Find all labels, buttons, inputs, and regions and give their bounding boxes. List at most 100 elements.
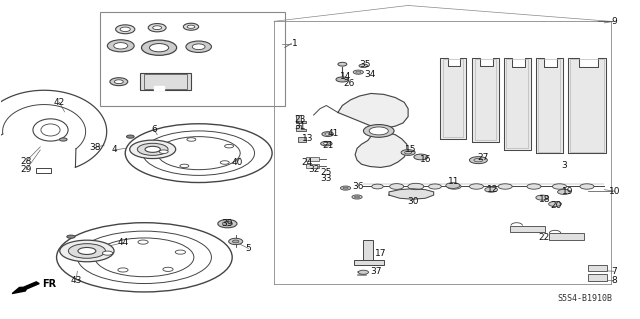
Ellipse shape — [228, 238, 243, 245]
Polygon shape — [504, 58, 531, 150]
Text: 39: 39 — [221, 219, 233, 228]
Ellipse shape — [115, 80, 124, 84]
Ellipse shape — [110, 78, 128, 86]
Ellipse shape — [340, 186, 351, 190]
Ellipse shape — [187, 138, 196, 141]
Text: 12: 12 — [487, 185, 498, 194]
Bar — [474, 59, 496, 140]
Ellipse shape — [127, 135, 134, 138]
Text: 41: 41 — [327, 129, 339, 138]
Ellipse shape — [222, 221, 232, 226]
Ellipse shape — [186, 41, 211, 52]
Bar — [144, 74, 187, 89]
Text: 40: 40 — [231, 158, 243, 167]
Ellipse shape — [78, 248, 96, 255]
Text: 14: 14 — [340, 72, 351, 81]
Text: 18: 18 — [539, 195, 550, 204]
Ellipse shape — [527, 184, 541, 189]
Polygon shape — [306, 157, 319, 161]
Ellipse shape — [232, 240, 239, 243]
Ellipse shape — [120, 27, 131, 32]
Text: 6: 6 — [151, 125, 157, 134]
Text: 30: 30 — [407, 197, 419, 206]
Bar — [570, 59, 604, 152]
Text: 28: 28 — [20, 157, 32, 166]
Ellipse shape — [484, 187, 497, 192]
Text: 11: 11 — [449, 177, 460, 186]
Ellipse shape — [180, 164, 189, 168]
Ellipse shape — [408, 183, 424, 190]
Ellipse shape — [447, 184, 461, 189]
Polygon shape — [536, 58, 563, 153]
Text: 22: 22 — [538, 233, 549, 242]
Polygon shape — [36, 168, 51, 173]
Polygon shape — [440, 58, 466, 139]
Ellipse shape — [175, 250, 186, 254]
Ellipse shape — [108, 40, 134, 52]
Text: FR: FR — [42, 279, 56, 289]
Ellipse shape — [358, 270, 369, 274]
Ellipse shape — [102, 251, 113, 255]
Polygon shape — [306, 164, 319, 168]
Bar — [588, 274, 607, 281]
Ellipse shape — [338, 62, 347, 66]
Text: 3: 3 — [561, 161, 567, 170]
Text: 29: 29 — [20, 165, 32, 174]
Ellipse shape — [192, 44, 205, 50]
Bar — [506, 59, 528, 148]
Text: 10: 10 — [609, 187, 621, 196]
Text: S5S4-B1910B: S5S4-B1910B — [557, 294, 612, 303]
Ellipse shape — [60, 240, 114, 262]
Ellipse shape — [322, 132, 333, 137]
Ellipse shape — [130, 140, 175, 159]
Ellipse shape — [220, 161, 229, 164]
Ellipse shape — [68, 244, 106, 258]
Text: 4: 4 — [111, 145, 117, 154]
Text: 38: 38 — [90, 143, 101, 152]
Ellipse shape — [138, 240, 148, 244]
Text: 26: 26 — [343, 79, 355, 88]
Ellipse shape — [114, 43, 128, 49]
Ellipse shape — [469, 157, 487, 164]
Ellipse shape — [218, 219, 237, 228]
Ellipse shape — [148, 24, 166, 32]
Ellipse shape — [67, 235, 75, 238]
Ellipse shape — [355, 196, 360, 198]
Ellipse shape — [225, 145, 234, 148]
Ellipse shape — [372, 184, 383, 189]
Ellipse shape — [153, 26, 162, 30]
Ellipse shape — [359, 64, 368, 68]
Text: 21: 21 — [322, 141, 333, 150]
Ellipse shape — [414, 154, 428, 160]
Text: 35: 35 — [359, 60, 371, 69]
Text: 33: 33 — [321, 174, 332, 183]
Ellipse shape — [41, 124, 60, 136]
Text: 25: 25 — [321, 168, 332, 177]
Polygon shape — [298, 137, 306, 142]
Ellipse shape — [321, 141, 332, 146]
Polygon shape — [472, 58, 499, 142]
Text: 1: 1 — [292, 39, 298, 48]
Ellipse shape — [60, 138, 67, 141]
Bar — [100, 12, 285, 106]
Text: 20: 20 — [550, 201, 562, 210]
Text: 44: 44 — [118, 238, 129, 247]
Text: 15: 15 — [405, 145, 417, 154]
Text: 8: 8 — [611, 276, 616, 285]
Ellipse shape — [552, 184, 566, 189]
Bar — [364, 241, 373, 263]
Ellipse shape — [498, 184, 512, 189]
Bar — [588, 265, 607, 271]
Ellipse shape — [557, 189, 570, 195]
Polygon shape — [296, 124, 306, 131]
Text: 13: 13 — [301, 134, 313, 143]
Ellipse shape — [324, 133, 330, 135]
Ellipse shape — [401, 150, 415, 155]
Text: 17: 17 — [375, 249, 387, 258]
Text: 43: 43 — [70, 276, 82, 285]
Ellipse shape — [187, 25, 195, 28]
Ellipse shape — [353, 70, 364, 74]
Ellipse shape — [138, 143, 168, 155]
Ellipse shape — [150, 44, 169, 52]
Ellipse shape — [323, 143, 329, 145]
